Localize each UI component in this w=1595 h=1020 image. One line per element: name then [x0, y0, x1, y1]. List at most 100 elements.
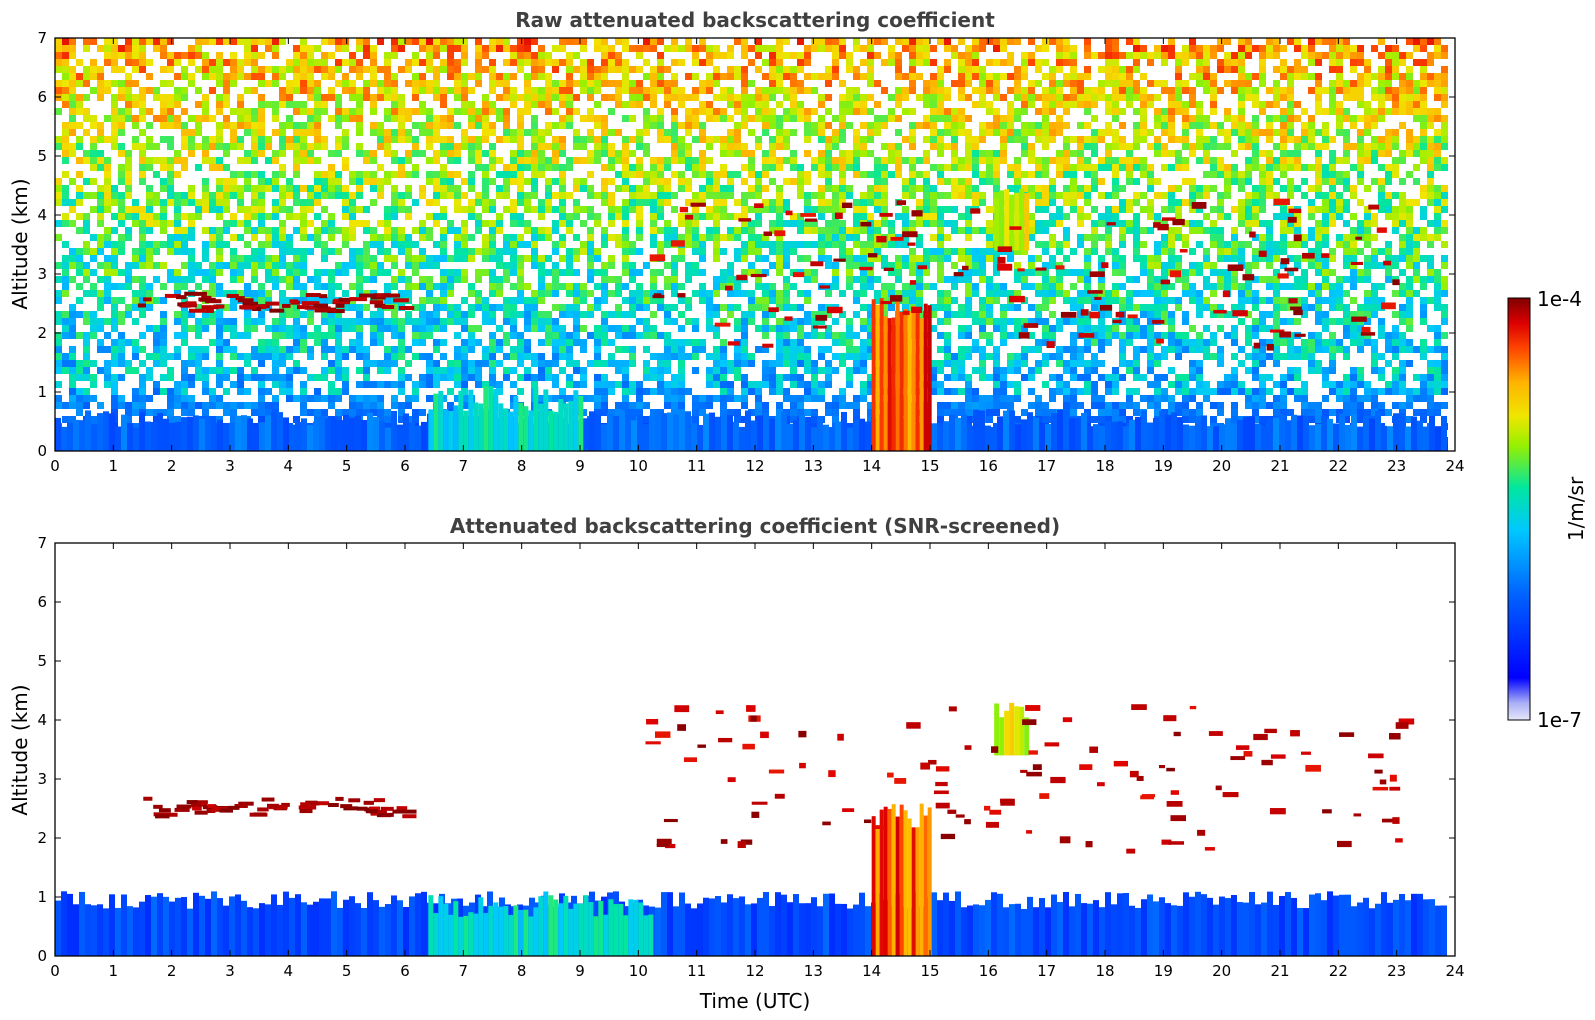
- noise-cell: [1049, 220, 1056, 227]
- noise-cell: [671, 45, 678, 52]
- noise-cell: [1126, 276, 1133, 283]
- noise-cell: [1392, 220, 1399, 227]
- noise-cell: [181, 52, 188, 59]
- noise-cell: [1112, 129, 1119, 136]
- noise-cell: [657, 80, 664, 87]
- noise-cell: [1070, 304, 1077, 311]
- noise-cell: [1280, 115, 1287, 122]
- noise-cell: [342, 192, 349, 199]
- noise-cell: [643, 45, 650, 52]
- noise-cell: [223, 241, 230, 248]
- noise-cell: [1112, 192, 1119, 199]
- noise-cell: [825, 185, 832, 192]
- noise-cell: [1049, 262, 1056, 269]
- noise-cell: [1091, 297, 1098, 304]
- noise-cell: [1168, 129, 1175, 136]
- noise-cell: [839, 234, 846, 241]
- noise-cell: [321, 52, 328, 59]
- noise-cell: [258, 38, 265, 45]
- noise-cell: [1252, 276, 1259, 283]
- noise-cell: [174, 248, 181, 255]
- noise-cell: [958, 38, 965, 45]
- noise-cell: [545, 192, 552, 199]
- noise-cell: [1413, 45, 1420, 52]
- noise-cell: [1399, 108, 1406, 115]
- noise-cell: [832, 157, 839, 164]
- noise-cell: [1231, 129, 1238, 136]
- noise-cell: [419, 283, 426, 290]
- noise-cell: [1119, 108, 1126, 115]
- noise-cell: [1021, 59, 1028, 66]
- noise-cell: [1042, 87, 1049, 94]
- noise-cell: [202, 157, 209, 164]
- noise-cell: [790, 101, 797, 108]
- noise-cell: [510, 283, 517, 290]
- noise-cell: [405, 234, 412, 241]
- noise-cell: [853, 157, 860, 164]
- noise-cell: [524, 199, 531, 206]
- noise-cell: [517, 66, 524, 73]
- noise-cell: [1014, 269, 1021, 276]
- noise-cell: [1294, 66, 1301, 73]
- noise-cell: [216, 192, 223, 199]
- noise-cell: [475, 290, 482, 297]
- noise-cell: [1392, 143, 1399, 150]
- noise-cell: [419, 108, 426, 115]
- noise-cell: [181, 192, 188, 199]
- noise-cell: [825, 206, 832, 213]
- noise-cell: [223, 59, 230, 66]
- noise-cell: [1420, 227, 1427, 234]
- noise-cell: [279, 220, 286, 227]
- noise-cell: [916, 59, 923, 66]
- noise-cell: [405, 115, 412, 122]
- noise-cell: [1021, 171, 1028, 178]
- noise-cell: [363, 178, 370, 185]
- noise-cell: [167, 59, 174, 66]
- noise-cell: [622, 115, 629, 122]
- noise-cell: [62, 150, 69, 157]
- noise-cell: [342, 73, 349, 80]
- noise-cell: [118, 199, 125, 206]
- noise-cell: [328, 115, 335, 122]
- noise-cell: [1007, 304, 1014, 311]
- noise-cell: [937, 248, 944, 255]
- noise-cell: [573, 185, 580, 192]
- noise-cell: [664, 157, 671, 164]
- noise-cell: [860, 122, 867, 129]
- noise-cell: [769, 178, 776, 185]
- noise-cell: [202, 227, 209, 234]
- noise-cell: [146, 290, 153, 297]
- noise-cell: [1322, 206, 1329, 213]
- noise-cell: [62, 122, 69, 129]
- noise-cell: [1070, 164, 1077, 171]
- noise-cell: [1343, 157, 1350, 164]
- noise-cell: [1238, 136, 1245, 143]
- noise-cell: [734, 129, 741, 136]
- noise-cell: [1287, 185, 1294, 192]
- noise-cell: [531, 59, 538, 66]
- noise-cell: [468, 136, 475, 143]
- noise-cell: [1280, 108, 1287, 115]
- noise-cell: [776, 185, 783, 192]
- noise-cell: [307, 192, 314, 199]
- noise-cell: [237, 115, 244, 122]
- noise-cell: [1294, 150, 1301, 157]
- noise-cell: [622, 248, 629, 255]
- noise-cell: [685, 227, 692, 234]
- noise-cell: [860, 290, 867, 297]
- noise-cell: [160, 115, 167, 122]
- noise-cell: [244, 213, 251, 220]
- noise-cell: [755, 171, 762, 178]
- noise-cell: [1441, 206, 1448, 213]
- noise-cell: [1427, 164, 1434, 171]
- noise-cell: [125, 227, 132, 234]
- noise-cell: [167, 66, 174, 73]
- noise-cell: [475, 276, 482, 283]
- noise-cell: [1231, 87, 1238, 94]
- noise-cell: [1231, 269, 1238, 276]
- noise-cell: [678, 255, 685, 262]
- noise-cell: [517, 283, 524, 290]
- noise-cell: [1364, 206, 1371, 213]
- noise-cell: [741, 87, 748, 94]
- noise-cell: [811, 276, 818, 283]
